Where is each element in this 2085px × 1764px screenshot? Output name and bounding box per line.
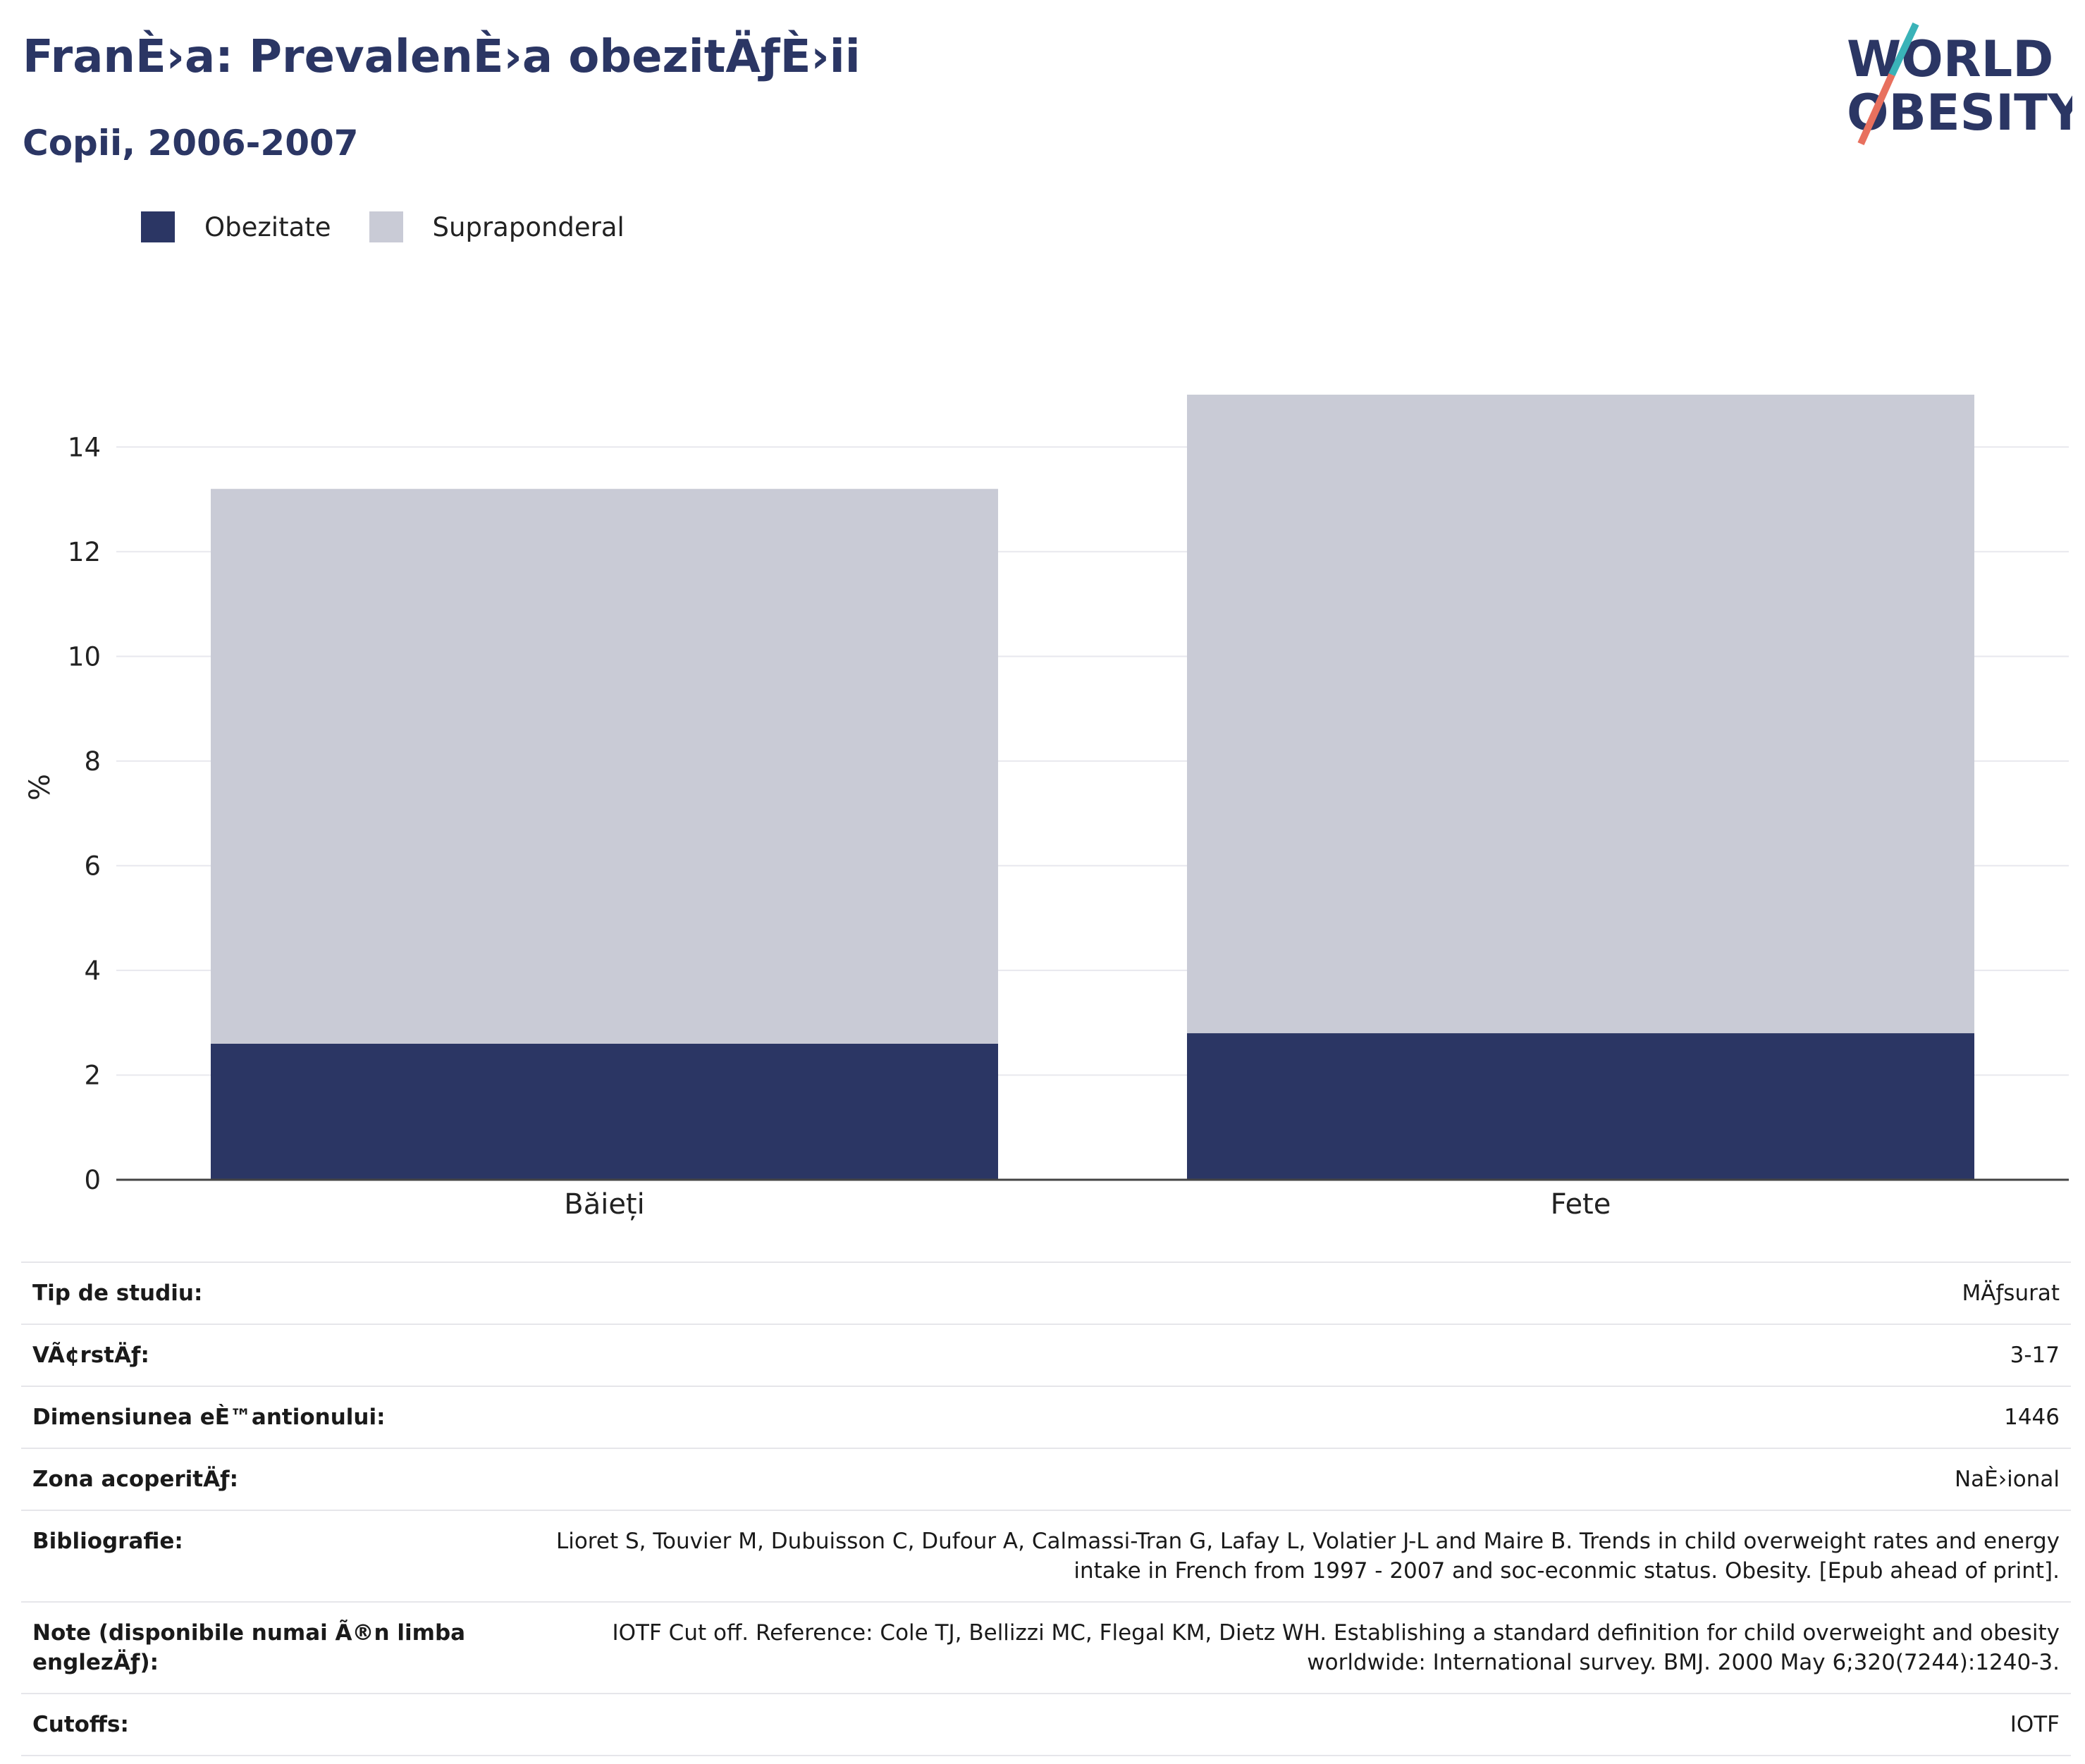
y-tick-label: 14 xyxy=(68,432,101,462)
y-axis-label: % xyxy=(24,774,56,801)
legend-label-obesity: Obezitate xyxy=(204,211,331,242)
info-value: 1446 xyxy=(2004,1405,2060,1430)
logo-slash-coral xyxy=(1857,73,1895,146)
y-tick-label: 6 xyxy=(84,851,101,881)
chart-title: FranÈ›a: PrevalenÈ›a obezitÄƒÈ›ii xyxy=(23,31,861,83)
y-tick-label: 8 xyxy=(84,746,101,777)
info-label: VÃ¢rstÄƒ: xyxy=(32,1343,149,1368)
info-label: Dimensiunea eÈ™antionului: xyxy=(32,1405,386,1430)
legend-swatch-overweight xyxy=(369,211,403,242)
info-value: MÄƒsurat xyxy=(1962,1281,2060,1306)
info-row: Cutoffs: IOTF xyxy=(21,1694,2071,1756)
info-row: Tip de studiu: MÄƒsurat xyxy=(21,1263,2071,1325)
legend: Obezitate Supraponderal xyxy=(141,211,663,242)
info-row: Dimensiunea eÈ™antionului: 1446 xyxy=(21,1387,2071,1449)
info-row: Bibliografie: Lioret S, Touvier M, Dubuis… xyxy=(21,1511,2071,1603)
y-tick-label: 10 xyxy=(68,641,101,672)
bar-obesity-0 xyxy=(211,1043,998,1180)
y-tick-label: 0 xyxy=(84,1165,101,1195)
info-row: Note (disponibile numai Ã®n limba englez… xyxy=(21,1603,2071,1694)
stacked-bar-chart: 0 2 4 6 8 10 12 14% Băieți Fete xyxy=(24,395,2069,1221)
info-row: VÃ¢rstÄƒ: 3-17 xyxy=(21,1325,2071,1387)
legend-swatch-obesity xyxy=(141,211,175,242)
y-tick-label: 12 xyxy=(68,537,101,567)
info-label: Zona acoperitÄƒ: xyxy=(32,1467,238,1492)
info-value: IOTF xyxy=(2010,1712,2060,1737)
x-tick-label: Băieți xyxy=(564,1188,644,1221)
x-tick-label: Fete xyxy=(1551,1188,1611,1221)
legend-item-obesity[interactable]: Obezitate xyxy=(141,211,331,242)
y-tick-label: 4 xyxy=(84,956,101,986)
bar-overweight-1 xyxy=(1187,395,1974,1034)
info-value: IOTF Cut off. Reference: Cole TJ, Belliz… xyxy=(612,1620,2060,1675)
y-tick-label: 2 xyxy=(84,1060,101,1090)
bar-overweight-0 xyxy=(211,488,998,1044)
info-label: Cutoffs: xyxy=(32,1712,129,1737)
legend-label-overweight: Supraponderal xyxy=(432,211,625,242)
info-value: NaÈ›ional xyxy=(1954,1467,2060,1492)
legend-item-overweight[interactable]: Supraponderal xyxy=(369,211,625,242)
world-obesity-logo: WORLD OBESITY xyxy=(1847,22,2072,146)
info-label: Bibliografie: xyxy=(32,1529,183,1554)
info-value: 3-17 xyxy=(2010,1343,2060,1368)
info-value: Lioret S, Touvier M, Dubuisson C, Dufour… xyxy=(555,1529,2060,1584)
info-label: Tip de studiu: xyxy=(32,1281,203,1306)
bar-obesity-1 xyxy=(1187,1033,1974,1180)
logo-slash-teal xyxy=(1888,22,1919,77)
chart-subtitle: Copii, 2006-2007 xyxy=(23,123,359,164)
logo-text-world: WORLD xyxy=(1847,30,2053,88)
study-info-table: Tip de studiu: MÄƒsurat VÃ¢rstÄƒ: 3-17 Dimen… xyxy=(21,1262,2071,1756)
info-label: Note (disponibile numai Ã®n limba englez… xyxy=(32,1620,466,1675)
info-row: Zona acoperitÄƒ: NaÈ›ional xyxy=(21,1449,2071,1511)
